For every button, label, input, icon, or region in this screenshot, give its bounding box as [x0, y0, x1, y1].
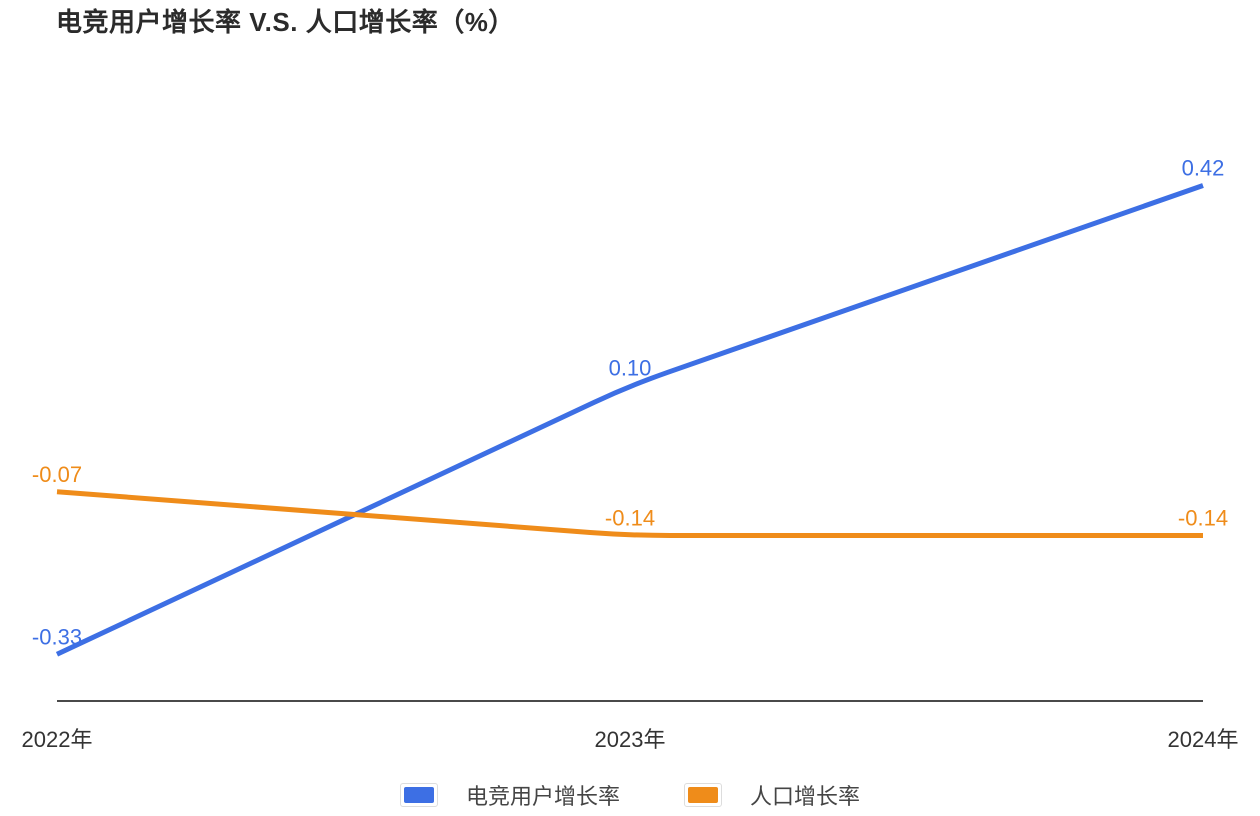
data-label-series0-pt0: -0.33	[32, 624, 82, 649]
legend-label: 人口增长率	[750, 784, 861, 809]
legend-item-0[interactable]: 电竞用户增长率	[399, 779, 620, 811]
data-label-series0-pt2: 0.42	[1182, 156, 1225, 181]
legend-label: 电竞用户增长率	[465, 784, 620, 809]
x-axis-label-1: 2023年	[594, 727, 666, 752]
data-label-series1-pt2: -0.14	[1178, 506, 1228, 531]
data-label-series1-pt1: -0.14	[605, 506, 655, 531]
series-line-0	[55, 183, 1204, 657]
x-axis-label-2: 2024年	[1167, 727, 1239, 752]
data-label-series0-pt1: 0.10	[609, 356, 652, 381]
legend-swatch-icon	[403, 787, 434, 803]
legend: 电竞用户增长率 人口增长率	[0, 779, 1260, 811]
legend-swatch-icon	[688, 787, 718, 803]
x-axis-label-0: 2022年	[21, 727, 93, 752]
series-line-1	[56, 489, 1203, 538]
data-label-series1-pt0: -0.07	[32, 462, 82, 487]
legend-swatch-frame	[684, 783, 722, 807]
legend-swatch-frame	[399, 783, 438, 807]
chart-title: 电竞用户增长率 V.S. 人口增长率（%）	[56, 7, 515, 37]
legend-item-1[interactable]: 人口增长率	[684, 779, 860, 811]
